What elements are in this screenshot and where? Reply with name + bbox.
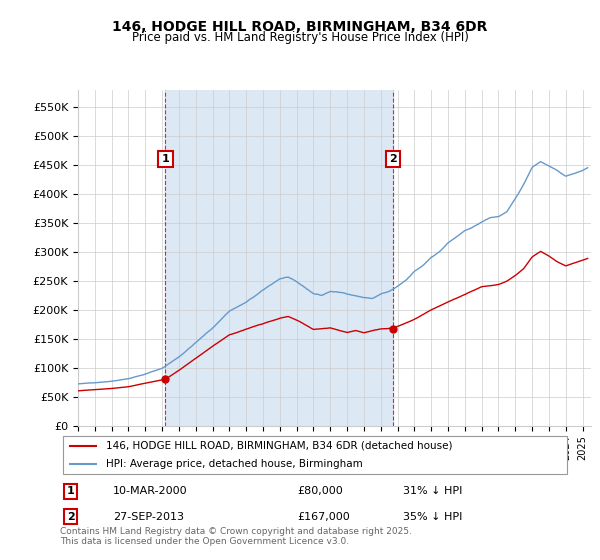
Text: 10-MAR-2000: 10-MAR-2000	[113, 487, 187, 496]
Text: 31% ↓ HPI: 31% ↓ HPI	[403, 487, 463, 496]
Text: Price paid vs. HM Land Registry's House Price Index (HPI): Price paid vs. HM Land Registry's House …	[131, 31, 469, 44]
Text: 2: 2	[389, 154, 397, 164]
Text: 1: 1	[161, 154, 169, 164]
Text: 1: 1	[67, 487, 74, 496]
Text: 146, HODGE HILL ROAD, BIRMINGHAM, B34 6DR: 146, HODGE HILL ROAD, BIRMINGHAM, B34 6D…	[112, 20, 488, 34]
Text: 27-SEP-2013: 27-SEP-2013	[113, 512, 184, 521]
FancyBboxPatch shape	[62, 436, 568, 474]
Text: £80,000: £80,000	[298, 487, 343, 496]
Text: Contains HM Land Registry data © Crown copyright and database right 2025.
This d: Contains HM Land Registry data © Crown c…	[60, 526, 412, 546]
Text: 2: 2	[67, 512, 74, 521]
Text: 35% ↓ HPI: 35% ↓ HPI	[403, 512, 463, 521]
Text: £167,000: £167,000	[298, 512, 350, 521]
Text: HPI: Average price, detached house, Birmingham: HPI: Average price, detached house, Birm…	[106, 459, 362, 469]
Text: 146, HODGE HILL ROAD, BIRMINGHAM, B34 6DR (detached house): 146, HODGE HILL ROAD, BIRMINGHAM, B34 6D…	[106, 441, 452, 451]
Bar	[165, 90, 393, 426]
